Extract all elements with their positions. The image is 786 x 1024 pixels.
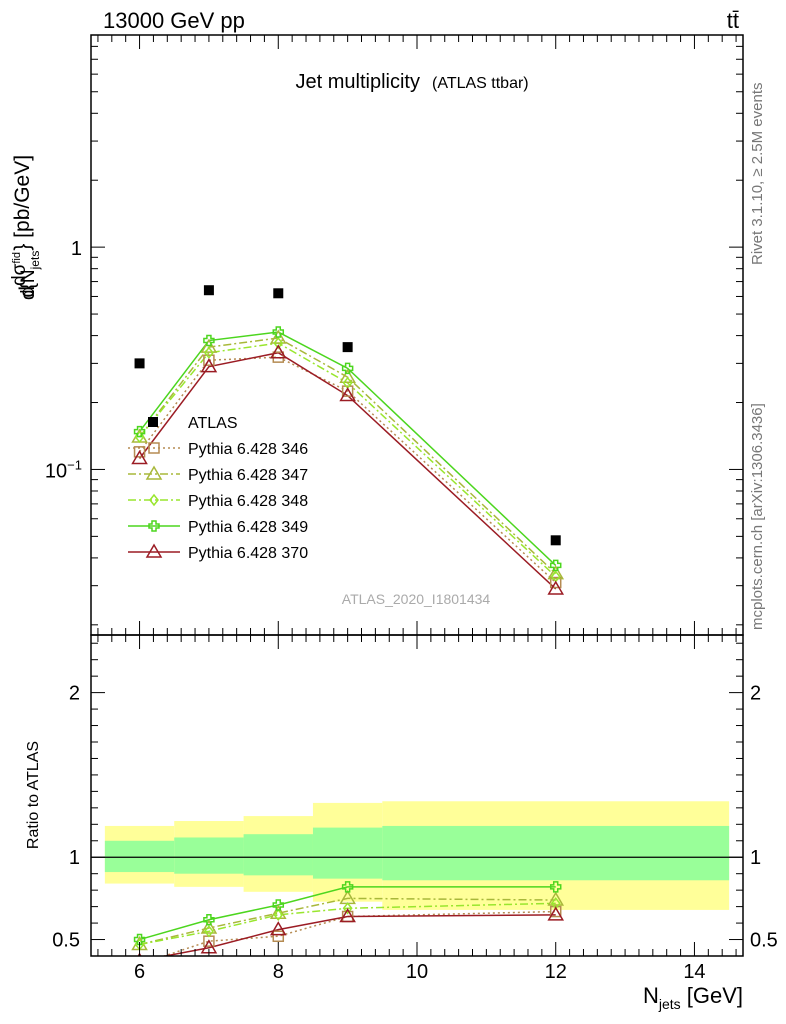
green-band bbox=[243, 834, 313, 876]
legend-label: ATLAS bbox=[188, 415, 238, 432]
main-point-0 bbox=[203, 285, 214, 296]
main-point-3 bbox=[273, 336, 284, 350]
main-line-1 bbox=[138, 356, 557, 584]
ratio-point-1 bbox=[200, 919, 218, 934]
ratio-point-3 bbox=[272, 899, 285, 911]
main-point-4 bbox=[133, 425, 146, 438]
green-band bbox=[104, 840, 175, 873]
ylabel-d: d bbox=[16, 286, 39, 298]
legend-marker bbox=[149, 493, 159, 507]
ratio-y-ticks: 0.5 0.5 1 1 2 2 bbox=[52, 642, 778, 957]
legend-label: Pythia 6.428 346 bbox=[188, 441, 308, 458]
main-point-1 bbox=[549, 576, 562, 589]
main-point-1 bbox=[203, 354, 215, 366]
ratio-panel: 0.5 0.51 12 2 6 8 10 12 14 Ratio to ATLAS Njets… bbox=[25, 634, 778, 1012]
ratio-point-3 bbox=[341, 881, 354, 893]
legend-marker bbox=[148, 520, 160, 532]
main-point-1 bbox=[133, 446, 146, 458]
main-y-axis-label: ddσfidd{Njets} [pb/GeV] bbox=[9, 155, 42, 300]
svg-text:Njets [GeV]: Njets [GeV] bbox=[643, 983, 743, 1012]
legend-marker bbox=[145, 543, 163, 558]
ratio-y-tick-label: 2 bbox=[69, 683, 80, 705]
ratio-point-2 bbox=[273, 908, 284, 922]
process-label: tt̄ bbox=[727, 8, 739, 33]
ratio-y-axis-label: Ratio to ATLAS bbox=[25, 741, 42, 849]
main-point-2 bbox=[200, 338, 218, 353]
rivet-version-label: Rivet 3.1.10, ≥ 2.5M events bbox=[749, 83, 766, 266]
ratio-point-3 bbox=[133, 933, 146, 946]
legend-marker bbox=[148, 442, 160, 454]
y-tick-label: 10−1 bbox=[45, 457, 82, 482]
ratio-point-4 bbox=[547, 906, 565, 921]
main-point-0 bbox=[273, 288, 284, 299]
legend-label: Pythia 6.428 347 bbox=[188, 467, 308, 484]
x-tick-label: 6 bbox=[134, 961, 145, 983]
ratio-frame bbox=[90, 634, 744, 957]
ratio-point-4 bbox=[339, 908, 356, 923]
main-point-2 bbox=[547, 565, 565, 580]
main-point-1 bbox=[341, 385, 354, 397]
ratio-point-2 bbox=[203, 925, 214, 938]
main-point-4 bbox=[341, 362, 354, 375]
ratio-y-tick-label: 0.5 bbox=[52, 930, 80, 952]
chart-title: Jet multiplicity bbox=[296, 71, 420, 93]
mcplots-label: mcplots.cern.ch [arXiv:1306.3436] bbox=[749, 403, 766, 630]
legend-label: Pythia 6.428 348 bbox=[188, 493, 308, 510]
main-point-0 bbox=[134, 358, 145, 369]
analysis-watermark: ATLAS_2020_I1801434 bbox=[342, 591, 491, 607]
energy-label: 13000 GeV pp bbox=[103, 8, 245, 33]
main-y-ticks: 1 10−1 bbox=[45, 34, 743, 626]
green-band bbox=[382, 825, 730, 881]
legend-marker bbox=[145, 465, 163, 480]
ratio-point-2 bbox=[342, 902, 353, 915]
ratio-y-tick-label-right: 2 bbox=[750, 683, 761, 705]
ratio-point-4 bbox=[269, 921, 287, 936]
main-point-4 bbox=[549, 559, 562, 572]
main-point-5 bbox=[269, 344, 287, 359]
main-point-0 bbox=[550, 535, 561, 546]
main-point-0 bbox=[342, 342, 353, 353]
main-point-5 bbox=[339, 387, 356, 402]
main-point-3 bbox=[203, 346, 214, 359]
main-point-2 bbox=[269, 329, 287, 344]
x-tick-label: 12 bbox=[545, 961, 567, 983]
ratio-point-3 bbox=[203, 914, 215, 926]
main-point-5 bbox=[131, 450, 148, 465]
main-point-2 bbox=[339, 368, 356, 383]
legend: ATLAS Pythia 6.428 346 Pythia 6.428 347 Pyt… bbox=[128, 415, 308, 562]
main-point-4 bbox=[272, 326, 285, 338]
ratio-point-0 bbox=[272, 930, 285, 942]
svg-text:ddσfidd{Njets} [pb/GeV]: ddσfidd{Njets} [pb/GeV] bbox=[9, 155, 42, 300]
ratio-y-tick-label-right: 1 bbox=[750, 847, 761, 869]
x-tick-label: 10 bbox=[406, 961, 428, 983]
y-tick-label: 1 bbox=[71, 238, 82, 260]
legend-label: Pythia 6.428 349 bbox=[188, 519, 308, 536]
main-x-ticks bbox=[97, 35, 737, 635]
legend-marker bbox=[148, 417, 158, 427]
green-band bbox=[312, 827, 383, 879]
ratio-y-tick-label-right: 0.5 bbox=[750, 930, 778, 952]
main-series-markers bbox=[131, 285, 565, 595]
x-tick-label: 8 bbox=[273, 961, 284, 983]
x-axis-label: Njets [GeV] bbox=[643, 983, 743, 1012]
main-point-5 bbox=[200, 358, 218, 373]
green-band bbox=[174, 837, 244, 874]
ratio-y-tick-label: 1 bbox=[69, 847, 80, 869]
ratio-point-1 bbox=[547, 891, 565, 906]
ratio-line-4 bbox=[161, 914, 556, 956]
ratio-point-1 bbox=[269, 904, 287, 919]
x-tick-label: 14 bbox=[683, 961, 705, 983]
main-point-4 bbox=[203, 334, 215, 347]
chart-subtitle: (ATLAS ttbar) bbox=[432, 75, 529, 92]
main-point-5 bbox=[547, 580, 565, 595]
ratio-x-ticks: 6 8 10 12 14 bbox=[97, 635, 737, 983]
legend-label: Pythia 6.428 370 bbox=[188, 545, 308, 562]
main-panel: Jet multiplicity (ATLAS ttbar) ATLAS_202… bbox=[9, 34, 744, 636]
ratio-series-markers bbox=[131, 881, 565, 956]
ratio-point-3 bbox=[549, 881, 562, 893]
ratio-uncertainty-bands bbox=[104, 801, 730, 910]
